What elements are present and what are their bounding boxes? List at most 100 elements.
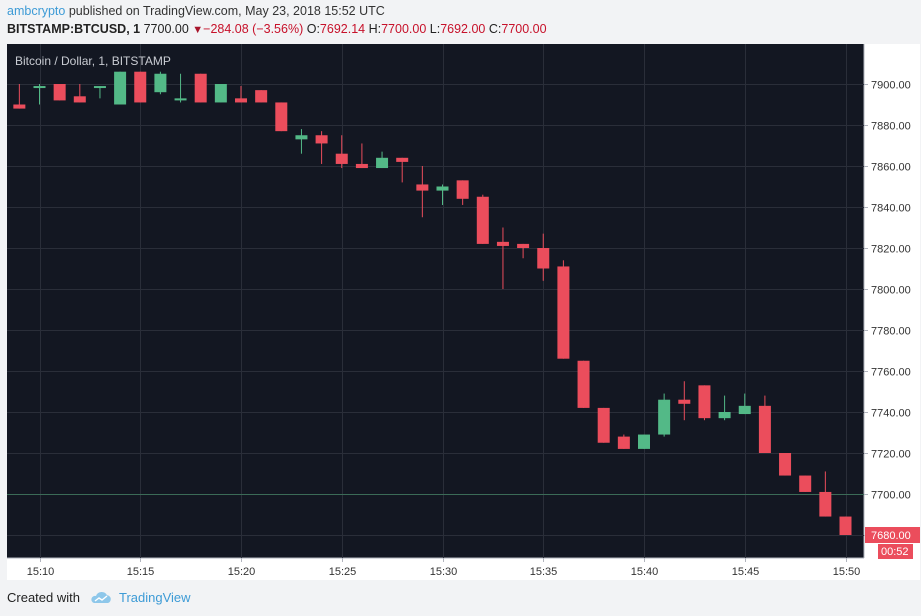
candle-down bbox=[456, 180, 469, 205]
candle-down bbox=[617, 434, 630, 449]
candle-down bbox=[416, 166, 429, 218]
candle-down bbox=[758, 395, 771, 453]
x-tick-label: 15:15 bbox=[127, 566, 155, 578]
current-price-label: 7680.00 bbox=[871, 530, 911, 542]
candle-body bbox=[53, 84, 66, 101]
candle-body bbox=[597, 407, 610, 443]
candle-body bbox=[698, 385, 711, 419]
candle-up bbox=[174, 73, 187, 103]
candle-down bbox=[134, 71, 147, 103]
candle-up bbox=[154, 71, 167, 95]
candle-down bbox=[355, 143, 368, 169]
candle-body bbox=[335, 153, 348, 164]
created-with-label: Created with bbox=[7, 590, 80, 605]
x-tick-label: 15:45 bbox=[732, 566, 760, 578]
candle-body bbox=[577, 360, 590, 408]
high-value: 7700.00 bbox=[381, 22, 427, 36]
candle-body bbox=[134, 71, 147, 103]
high-label: H: bbox=[368, 22, 382, 36]
candle-body bbox=[718, 412, 731, 419]
candle-up bbox=[376, 151, 389, 169]
low-label: L: bbox=[429, 22, 441, 36]
candle-body bbox=[758, 405, 771, 453]
candle-up bbox=[638, 434, 650, 449]
candle-down bbox=[255, 90, 268, 103]
down-arrow-icon: ▼ bbox=[192, 24, 204, 36]
candle-body bbox=[355, 163, 368, 169]
candle-down bbox=[335, 135, 348, 169]
candle-body bbox=[114, 71, 127, 105]
y-tick-labels: 7680.00 7700.00 7720.00 7740.00 7760.00 7780.… bbox=[871, 80, 911, 543]
candle-body bbox=[73, 96, 86, 103]
x-tick-label: 15:20 bbox=[228, 566, 256, 578]
candle-down bbox=[496, 227, 509, 289]
candle-up bbox=[93, 86, 106, 99]
symbol-label: BITSTAMP:BTCUSD, 1 bbox=[7, 22, 141, 36]
chart-legend: Bitcoin / Dollar, 1, BITSTAMP bbox=[15, 54, 171, 68]
candle-body bbox=[376, 157, 389, 169]
tradingview-link[interactable]: TradingView bbox=[118, 590, 191, 605]
last-price: 7700.00 bbox=[143, 22, 189, 36]
candle-down bbox=[839, 516, 852, 535]
candle-down bbox=[13, 84, 26, 109]
y-tick-label: 7880.00 bbox=[871, 121, 911, 133]
candle-body bbox=[235, 98, 247, 103]
candle-up bbox=[214, 84, 227, 103]
candle-body bbox=[799, 475, 812, 492]
candle-up bbox=[718, 395, 731, 421]
candle-body bbox=[738, 405, 751, 415]
y-tick-label: 7780.00 bbox=[871, 326, 911, 338]
candle-body bbox=[476, 196, 489, 244]
candle-body bbox=[537, 248, 550, 269]
x-tick-label: 15:30 bbox=[430, 566, 458, 578]
candle-down bbox=[476, 194, 489, 244]
candle-up bbox=[436, 184, 449, 205]
x-tick-label: 15:25 bbox=[329, 566, 357, 578]
candle-down bbox=[396, 157, 409, 183]
tradingview-cloud-icon bbox=[91, 591, 111, 603]
candle-body bbox=[658, 399, 671, 435]
open-value: 7692.14 bbox=[319, 22, 366, 36]
close-label: C: bbox=[488, 22, 502, 36]
candle-up bbox=[33, 84, 46, 105]
candle-body bbox=[678, 399, 691, 404]
candle-down bbox=[194, 73, 207, 103]
candle-body bbox=[93, 86, 106, 89]
plot-background bbox=[7, 44, 864, 558]
candle-down bbox=[557, 260, 570, 359]
candle-body bbox=[436, 186, 449, 191]
candle-down bbox=[799, 475, 812, 492]
candle-body bbox=[33, 86, 46, 89]
close-value: 7700.00 bbox=[501, 22, 547, 36]
candle-body bbox=[638, 434, 650, 449]
price-axis[interactable] bbox=[864, 44, 920, 558]
time-axis[interactable] bbox=[7, 558, 920, 580]
candle-up bbox=[295, 129, 308, 154]
current-price-box bbox=[865, 527, 920, 543]
candle-body bbox=[496, 241, 509, 246]
y-tick-label: 7860.00 bbox=[871, 162, 911, 174]
candle-body bbox=[557, 266, 570, 359]
candle-body bbox=[416, 184, 429, 191]
candle-body bbox=[154, 73, 167, 93]
y-tick-label: 7700.00 bbox=[871, 490, 911, 502]
candle-down bbox=[73, 84, 86, 103]
candle-down bbox=[275, 102, 288, 132]
author-link[interactable]: ambcrypto bbox=[7, 4, 66, 18]
candle-body bbox=[819, 491, 832, 517]
open-label: O: bbox=[306, 22, 320, 36]
y-tick-label: 7820.00 bbox=[871, 244, 911, 256]
y-tick-label: 7840.00 bbox=[871, 203, 911, 215]
y-tick-label: 7720.00 bbox=[871, 449, 911, 461]
candle-down bbox=[517, 243, 530, 259]
y-tick-label: 7760.00 bbox=[871, 367, 911, 379]
candle-up bbox=[114, 71, 127, 105]
low-value: 7692.00 bbox=[440, 22, 486, 36]
candle-up bbox=[738, 393, 751, 415]
candle-down bbox=[698, 385, 711, 421]
y-tick-label: 7900.00 bbox=[871, 80, 911, 92]
candle-body bbox=[456, 180, 469, 199]
candle-body bbox=[255, 90, 268, 103]
x-tick-label: 15:35 bbox=[530, 566, 558, 578]
